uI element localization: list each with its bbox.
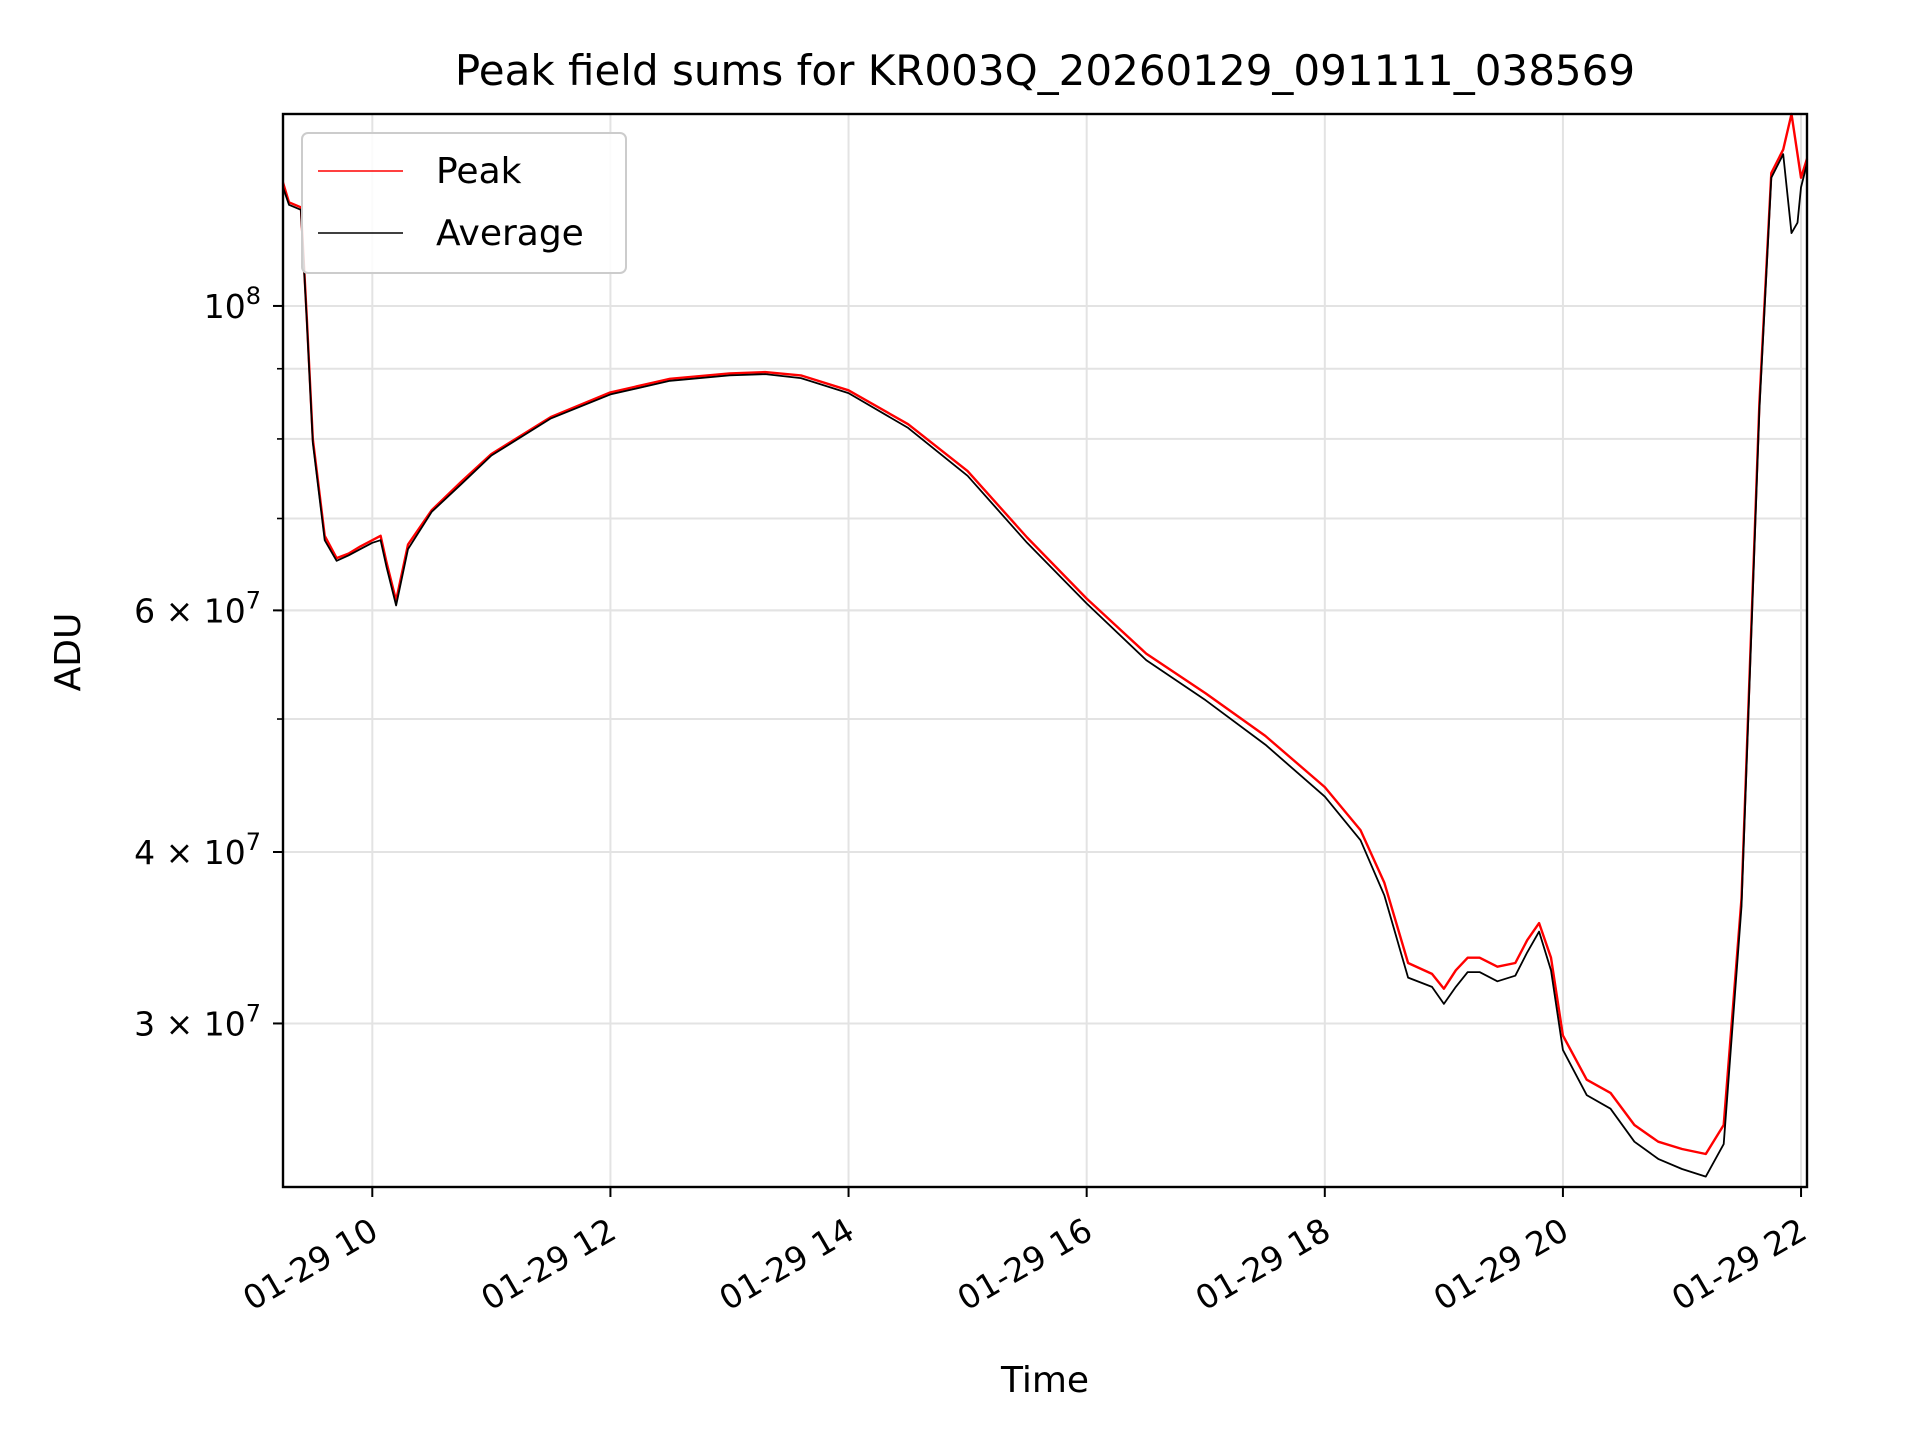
legend-label-peak: Peak (436, 151, 522, 192)
y-tick-label: 6 × 107 (134, 586, 261, 630)
legend-box (301, 132, 627, 274)
plot-area-frame (281, 112, 1809, 1189)
series-line-average (282, 153, 1808, 1178)
y-tick-label: 4 × 107 (134, 828, 261, 872)
chart-title: Peak field sums for KR003Q_20260129_0911… (455, 46, 1635, 95)
legend: Peak Average (301, 132, 627, 274)
grid-lines (283, 114, 1807, 1187)
series-line-peak (281, 112, 1809, 1156)
y-axis-label: ADU (48, 613, 89, 692)
legend-label-average: Average (436, 213, 584, 254)
y-axis: 108 6 × 107 4 × 107 3 × 107 (134, 282, 283, 1043)
series-lines (281, 112, 1809, 1178)
y-tick-label: 108 (204, 282, 261, 326)
y-tick-label: 3 × 107 (134, 999, 261, 1043)
x-axis-label: Time (1000, 1360, 1089, 1401)
